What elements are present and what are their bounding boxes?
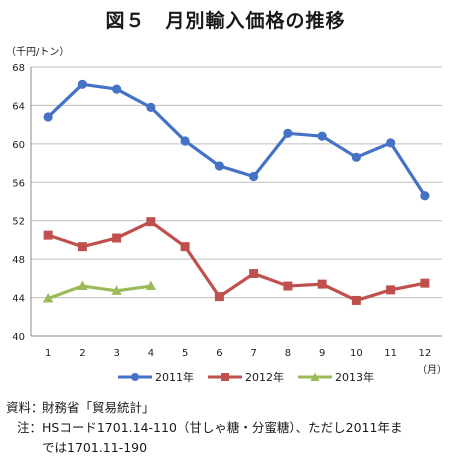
data-point-2013年-4: [145, 280, 157, 291]
notes-block: 資料： 財務省「貿易統計」 注： HSコード1701.14-110（甘しゃ糖・分…: [6, 398, 402, 458]
data-point-2012年-1: [43, 230, 53, 240]
legend-label-2011: 2011年: [155, 371, 194, 384]
data-point-2011年-9: [317, 131, 327, 141]
y-tick-label-52: 52: [12, 217, 25, 228]
series-line-2013年: [47, 284, 152, 301]
data-point-2012年-2: [77, 242, 87, 252]
data-point-2012年-6: [214, 292, 224, 302]
legend-label-2013: 2013年: [335, 371, 374, 384]
data-point-2012年-9: [317, 279, 327, 289]
data-point-2011年-5: [180, 136, 190, 146]
data-point-2012年-11: [386, 285, 396, 295]
x-tick-label-7: 7: [250, 348, 256, 359]
note-line-1: HSコード1701.14-110（甘しゃ糖・分蜜糖）、ただし2011年ま: [42, 420, 403, 435]
legend-key-2011: [118, 373, 152, 381]
x-tick-label-4: 4: [148, 348, 154, 359]
y-tick-label-44: 44: [12, 294, 25, 305]
x-tick-label-8: 8: [285, 348, 291, 359]
figure-title: 図５ 月別輸入価格の推移: [105, 10, 346, 32]
legend-item-2011: 2011年: [118, 369, 194, 385]
y-tick-label-64: 64: [12, 101, 25, 112]
data-point-2012年-3: [112, 233, 122, 243]
data-point-2012年-7: [249, 269, 259, 279]
y-tick-label-40: 40: [12, 332, 25, 343]
data-point-2013年-3: [111, 285, 122, 295]
data-point-2011年-8: [283, 128, 293, 138]
x-tick-label-9: 9: [319, 348, 325, 359]
note-row: 注： HSコード1701.14-110（甘しゃ糖・分蜜糖）、ただし2011年ま: [6, 418, 402, 438]
data-point-2011年-2: [77, 79, 87, 89]
y-axis-unit-label: （千円/トン）: [6, 47, 70, 58]
note-line-2: では1701.11-190: [42, 440, 148, 455]
series-line-2011年: [47, 82, 427, 197]
data-point-2011年-7: [249, 171, 259, 182]
y-tick-label-48: 48: [12, 255, 25, 266]
x-axis-unit-label: （月）: [417, 364, 447, 376]
data-point-2012年-10: [351, 295, 361, 305]
legend-key-2013: [298, 372, 332, 381]
y-tick-label-68: 68: [12, 63, 25, 74]
chart-legend: 2011年 2012年 2013年: [118, 369, 374, 385]
data-point-2012年-5: [180, 242, 190, 252]
data-point-2012年-8: [283, 281, 293, 291]
legend-label-2012: 2012年: [245, 371, 284, 384]
legend-key-2012: [208, 373, 242, 381]
y-tick-label-60: 60: [12, 140, 25, 151]
data-point-2011年-6: [214, 161, 224, 171]
data-point-2012年-12: [420, 278, 430, 288]
data-point-2011年-1: [43, 112, 53, 122]
legend-item-2012: 2012年: [208, 369, 284, 385]
data-point-2011年-3: [112, 84, 122, 94]
data-point-2011年-10: [351, 152, 361, 162]
source-text: 財務省「貿易統計」: [42, 400, 155, 415]
x-tick-label-11: 11: [384, 348, 397, 359]
source-label: 資料：: [6, 400, 44, 415]
series-line-2012年: [47, 220, 426, 303]
x-tick-label-10: 10: [350, 348, 363, 359]
x-tick-label-12: 12: [419, 348, 432, 359]
data-point-2011年-4: [146, 102, 156, 112]
source-row: 資料： 財務省「貿易統計」: [6, 398, 402, 418]
data-point-2012年-4: [146, 217, 156, 227]
x-tick-label-3: 3: [113, 348, 119, 359]
note-label: 注：: [16, 420, 42, 435]
y-tick-label-56: 56: [12, 178, 25, 189]
x-tick-label-6: 6: [216, 348, 222, 359]
data-point-2011年-12: [420, 191, 430, 201]
x-tick-label-1: 1: [45, 348, 51, 359]
x-tick-label-5: 5: [182, 348, 188, 359]
legend-item-2013: 2013年: [298, 369, 374, 385]
data-point-2011年-11: [386, 138, 396, 148]
data-point-2013年-1: [42, 293, 54, 303]
x-tick-label-2: 2: [79, 348, 85, 359]
data-point-2013年-2: [77, 280, 88, 291]
